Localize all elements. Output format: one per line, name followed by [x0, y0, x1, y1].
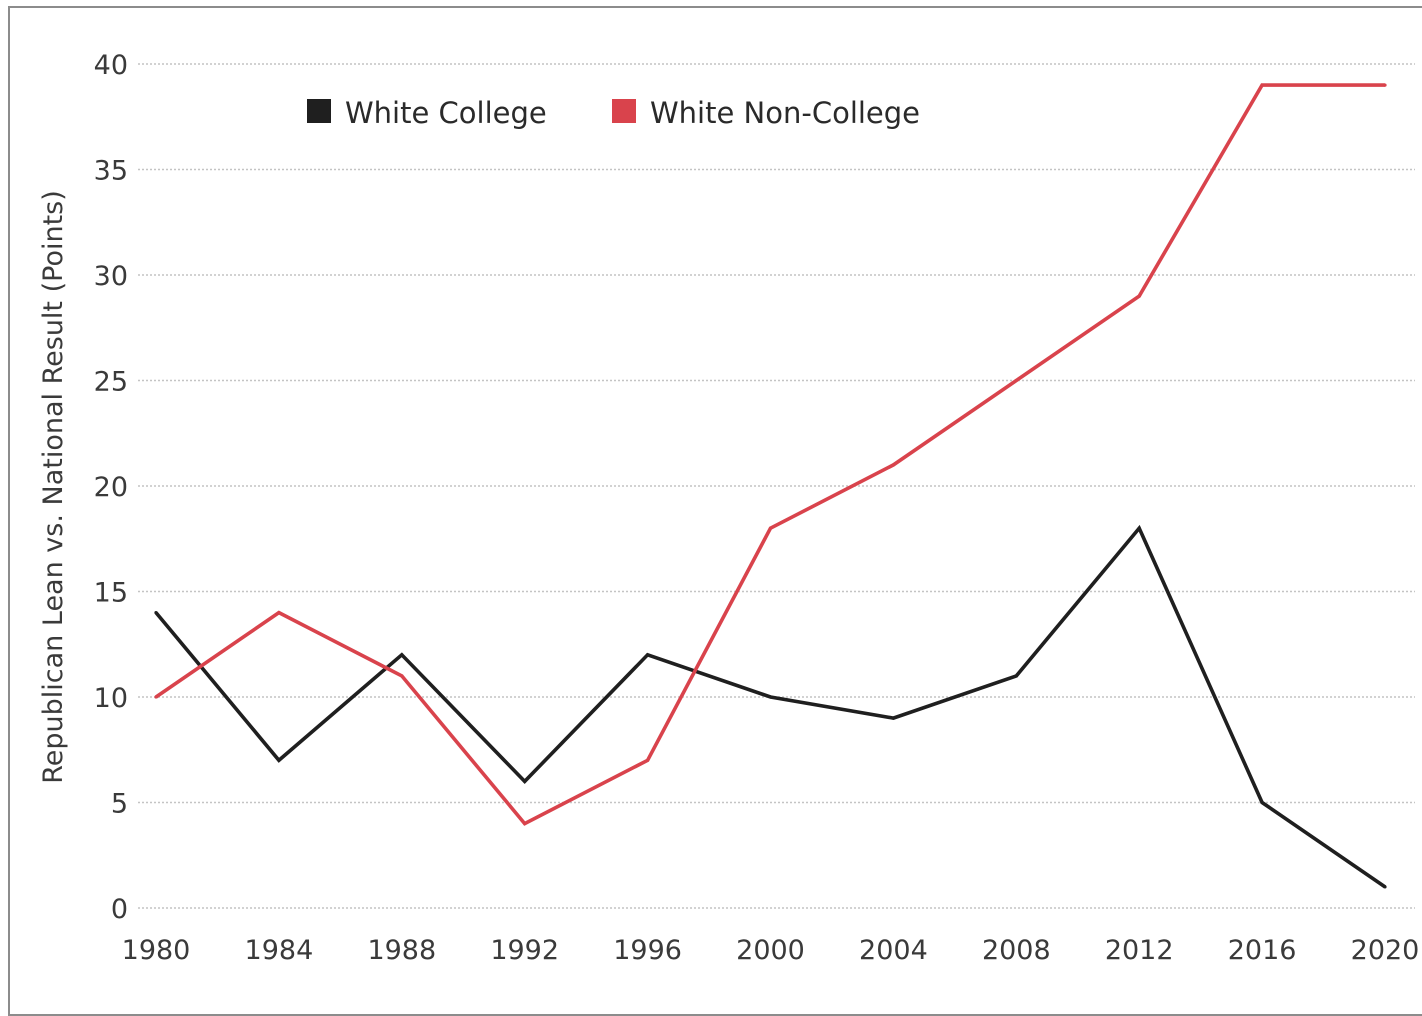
data-point: [1014, 674, 1018, 678]
y-axis-ticks: 0 5 10 15 20 25 30 35 40: [94, 50, 128, 925]
data-point: [400, 653, 404, 657]
data-point: [891, 716, 896, 720]
data-point: [1137, 526, 1141, 530]
x-tick-label: 2000: [736, 935, 805, 966]
x-axis-ticks: 1980 1984 1988 1992 1996 2000 2004 2008 2012 2016…: [122, 935, 1420, 966]
data-point: [1383, 83, 1387, 87]
data-point: [646, 653, 650, 657]
x-tick-label: 2020: [1351, 935, 1420, 966]
x-tick-label: 2004: [859, 935, 928, 966]
legend-swatch: [307, 99, 331, 123]
gridlines: [138, 63, 1415, 909]
data-point: [1137, 294, 1141, 298]
y-tick-label: 0: [111, 894, 128, 925]
y-tick-label: 30: [94, 261, 128, 292]
data-point: [523, 779, 527, 784]
x-tick-label: 1996: [613, 935, 682, 966]
y-tick-label: 20: [94, 472, 128, 503]
y-tick-label: 15: [94, 578, 128, 609]
data-point: [154, 611, 158, 615]
x-tick-label: 2012: [1105, 935, 1174, 966]
legend: White College White Non-College: [307, 96, 920, 130]
y-tick-label: 35: [94, 156, 128, 187]
data-point: [1260, 83, 1264, 87]
legend-label: White Non-College: [650, 96, 920, 130]
x-tick-label: 2008: [982, 935, 1051, 966]
x-tick-label: 1984: [245, 935, 314, 966]
legend-swatch: [612, 99, 636, 123]
x-tick-label: 1988: [367, 935, 436, 966]
series-line-white-college: [154, 524, 1387, 889]
data-point: [523, 822, 527, 826]
data-point: [277, 611, 281, 615]
data-point: [768, 526, 773, 530]
data-point: [1014, 378, 1018, 383]
data-point: [891, 463, 896, 467]
y-axis-title: Republican Lean vs. National Result (Poi…: [38, 190, 69, 784]
data-point: [646, 758, 650, 762]
data-point: [277, 758, 281, 762]
x-tick-label: 2016: [1228, 935, 1297, 966]
y-tick-label: 10: [94, 683, 128, 714]
data-point: [768, 695, 773, 699]
data-point: [400, 674, 404, 678]
series-line-white-non-college: [154, 83, 1385, 826]
x-tick-label: 1992: [490, 935, 559, 966]
y-tick-label: 5: [111, 789, 128, 820]
data-point: [1260, 800, 1264, 805]
data-point: [154, 695, 158, 699]
y-tick-label: 40: [94, 50, 128, 81]
data-point: [1383, 885, 1387, 889]
x-tick-label: 1980: [122, 935, 191, 966]
legend-label: White College: [345, 96, 547, 130]
series-lines: [154, 83, 1387, 889]
y-tick-label: 25: [94, 367, 128, 398]
